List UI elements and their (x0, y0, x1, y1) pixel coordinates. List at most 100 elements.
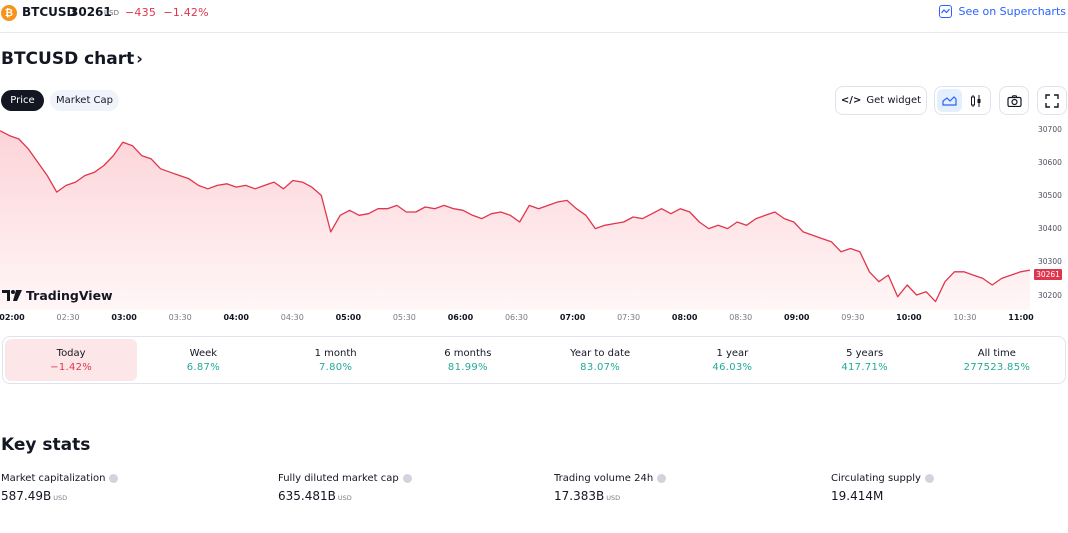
stat-value: 17.383B (554, 489, 605, 503)
symbol-header: ₿ BTCUSD 30261 USD −435 −1.42% See on Su… (0, 0, 1068, 27)
period-1-month[interactable]: 1 month 7.80% (270, 339, 402, 381)
stat-label: Fully diluted market cap (278, 473, 399, 484)
y-tick: 30500 (1038, 191, 1062, 200)
y-tick: 30700 (1038, 125, 1062, 134)
fullscreen-button[interactable] (1037, 86, 1067, 115)
price-area-plot (0, 130, 1031, 310)
see-on-supercharts-link[interactable]: See on Supercharts (939, 5, 1066, 18)
x-tick: 07:00 (559, 313, 586, 322)
stat-unit: USD (606, 494, 621, 502)
period-value: 417.71% (841, 361, 888, 373)
stat-label: Market capitalization (1, 473, 106, 484)
x-tick: 02:30 (56, 313, 80, 322)
tradingview-logo[interactable]: TradingView (2, 288, 113, 303)
x-tick: 07:30 (617, 313, 641, 322)
period-label: 1 month (314, 347, 357, 359)
period-week[interactable]: Week 6.87% (137, 339, 269, 381)
tradingview-icon (2, 290, 22, 301)
info-icon[interactable] (924, 474, 934, 483)
period-value: 277523.85% (963, 361, 1031, 373)
code-icon: </> (840, 95, 862, 106)
y-tick: 30300 (1038, 257, 1062, 266)
area-chart-button[interactable] (937, 89, 962, 112)
chart-title-link[interactable]: BTCUSD chart › (1, 49, 143, 69)
period-year-to-date[interactable]: Year to date 83.07% (534, 339, 666, 381)
period-value: −1.42% (50, 361, 93, 373)
supercharts-label: See on Supercharts (958, 5, 1066, 18)
y-tick: 30200 (1038, 291, 1062, 300)
y-tick: 30400 (1038, 224, 1062, 233)
stat-market-cap: Market capitalization 587.49B USD (1, 473, 119, 503)
info-icon[interactable] (657, 474, 667, 483)
period-value: 6.87% (186, 361, 221, 373)
stat-unit: USD (337, 494, 352, 502)
stat-value: 19.414M (831, 489, 884, 503)
get-widget-button[interactable]: </> Get widget (835, 86, 927, 115)
x-tick: 06:30 (504, 313, 529, 322)
period-label: Today (56, 347, 86, 359)
fullscreen-icon (1045, 93, 1059, 108)
ticker-symbol: BTCUSD (22, 5, 77, 19)
x-tick: 05:30 (392, 313, 416, 322)
tab-market-cap[interactable]: Market Cap (50, 90, 119, 111)
stat-value: 635.481B (278, 489, 336, 503)
period-label: Year to date (570, 347, 631, 359)
x-tick: 04:00 (223, 313, 249, 322)
current-price-tag: 30261 (1034, 269, 1062, 280)
x-tick: 10:00 (896, 313, 922, 322)
price-currency: USD (104, 9, 119, 17)
stat-trading-volume: Trading volume 24h 17.383B USD (554, 473, 667, 503)
x-tick: 10:30 (953, 313, 977, 322)
x-tick: 08:30 (729, 313, 753, 322)
stat-fully-diluted-market-cap: Fully diluted market cap 635.481B USD (278, 473, 412, 503)
x-tick: 04:30 (280, 313, 304, 322)
info-icon[interactable] (402, 474, 412, 483)
x-tick: 06:00 (447, 313, 474, 322)
period-value: 46.03% (712, 361, 753, 373)
chart-line-icon (939, 5, 953, 18)
chevron-right-icon: › (136, 49, 143, 68)
key-stats-heading: Key stats (1, 435, 91, 455)
period-6-months[interactable]: 6 months 81.99% (402, 339, 534, 381)
chart-type-toggle (934, 86, 991, 115)
x-tick: 03:00 (111, 313, 137, 322)
period-label: 6 months (444, 347, 492, 359)
stat-label: Circulating supply (831, 473, 921, 484)
camera-icon (1006, 94, 1022, 107)
stat-label: Trading volume 24h (554, 473, 654, 484)
stat-value: 587.49B (1, 489, 52, 503)
change-percent: −1.42% (163, 6, 209, 19)
period-label: Week (189, 347, 218, 359)
period-value: 7.80% (318, 361, 353, 373)
change-absolute: −435 (125, 6, 157, 19)
period-label: All time (977, 347, 1016, 359)
x-tick: 05:00 (335, 313, 362, 322)
period-today[interactable]: Today −1.42% (5, 339, 138, 381)
period-value: 83.07% (580, 361, 621, 373)
price-change: −435 −1.42% (125, 6, 209, 19)
price-chart[interactable]: 30700 30600 30500 30400 30300 30200 3026… (0, 120, 1068, 330)
price-area-fill (0, 130, 1030, 310)
price-line (0, 130, 1031, 303)
period-1-year[interactable]: 1 year 46.03% (666, 339, 798, 381)
snapshot-button[interactable] (999, 86, 1029, 115)
x-tick: 02:00 (0, 313, 25, 322)
x-tick: 09:30 (841, 313, 865, 322)
area-chart-icon (942, 96, 957, 106)
performance-periods: Today −1.42% Week 6.87% 1 month 7.80% 6 … (2, 336, 1066, 384)
candlestick-chart-button[interactable] (964, 89, 989, 112)
last-price: 30261 (70, 5, 112, 19)
period-5-years[interactable]: 5 years 417.71% (799, 339, 931, 381)
period-label: 5 years (846, 347, 884, 359)
header-divider (0, 32, 1068, 33)
tab-price[interactable]: Price (1, 90, 44, 111)
period-all-time[interactable]: All time 277523.85% (931, 339, 1063, 381)
x-tick: 03:30 (168, 313, 192, 322)
info-icon[interactable] (109, 474, 119, 483)
bitcoin-icon: ₿ (1, 5, 17, 21)
get-widget-label: Get widget (866, 95, 922, 106)
x-tick: 09:00 (784, 313, 810, 322)
chart-title: BTCUSD chart (1, 49, 135, 69)
stat-unit: USD (53, 494, 68, 502)
x-tick: 11:00 (1008, 313, 1034, 322)
